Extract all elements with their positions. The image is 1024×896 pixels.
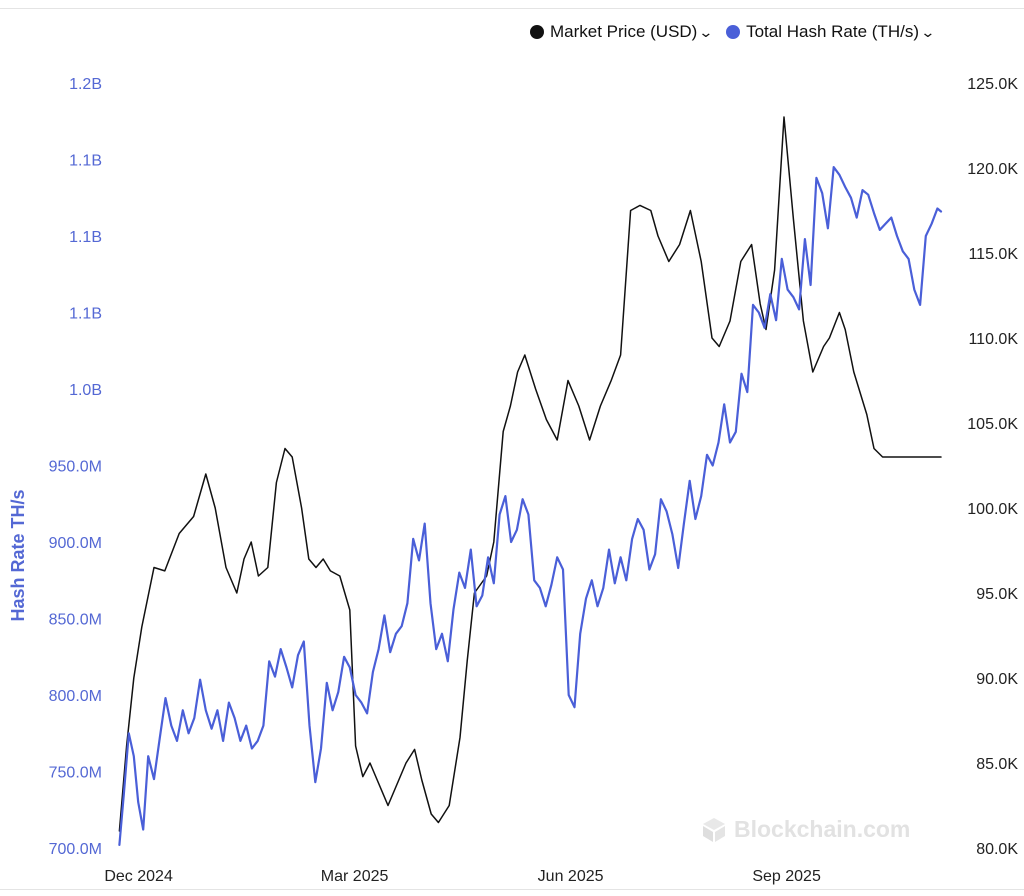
watermark: Blockchain.com — [702, 816, 910, 843]
left-axis-tick-label: 1.2B — [69, 76, 102, 93]
x-axis-tick-label: Mar 2025 — [321, 868, 389, 885]
right-axis-tick-label: 110.0K — [968, 331, 1018, 348]
left-axis-tick-label: 1.0B — [69, 382, 102, 399]
market-price-dot-icon — [530, 25, 544, 39]
left-axis-tick-label: 750.0M — [49, 765, 102, 782]
left-axis-tick-label: 1.1B — [69, 229, 102, 246]
right-axis-tick-label: 80.0K — [976, 841, 1018, 858]
market-price-line — [118, 116, 942, 832]
right-axis-tick-label: 120.0K — [967, 161, 1018, 178]
bottom-border — [0, 889, 1024, 890]
watermark-text: Blockchain.com — [734, 816, 911, 842]
left-axis-tick-label: 1.1B — [69, 153, 102, 170]
top-border — [0, 8, 1024, 9]
left-axis-tick-label: 850.0M — [49, 612, 102, 629]
x-axis-tick-label: Sep 2025 — [752, 868, 821, 885]
hash-rate-line — [118, 166, 943, 847]
chevron-down-icon: ⌄ — [698, 23, 714, 40]
right-axis-tick-label: 115.0K — [968, 246, 1018, 263]
x-axis-tick-label: Jun 2025 — [538, 868, 604, 885]
left-axis-tick-label: 1.1B — [69, 306, 102, 323]
left-axis-title: Hash Rate TH/s — [8, 489, 28, 621]
right-axis-tick-label: 95.0K — [976, 586, 1018, 603]
x-axis-tick-label: Dec 2024 — [104, 868, 173, 885]
left-axis-tick-label: 900.0M — [49, 535, 102, 552]
chevron-down-icon: ⌄ — [920, 23, 936, 40]
legend-item-market-price[interactable]: Market Price (USD) ⌄ — [530, 22, 714, 42]
right-axis-tick-label: 85.0K — [976, 756, 1018, 773]
blockchain-logo-icon — [703, 817, 725, 842]
legend: Market Price (USD) ⌄ Total Hash Rate (TH… — [530, 22, 936, 42]
left-axis-tick-label: 800.0M — [49, 688, 102, 705]
hash-rate-dot-icon — [726, 25, 741, 39]
right-axis-tick-label: 125.0K — [967, 76, 1018, 93]
right-axis-tick-label: 105.0K — [967, 416, 1018, 433]
legend-item-hash-rate[interactable]: Total Hash Rate (TH/s) ⌄ — [726, 22, 936, 42]
left-axis-tick-label: 950.0M — [49, 459, 102, 476]
left-axis-tick-label: 700.0M — [49, 841, 102, 858]
legend-label-market-price: Market Price (USD) — [550, 22, 698, 41]
right-axis-tick-label: 90.0K — [976, 671, 1018, 688]
right-axis-tick-label: 100.0K — [967, 501, 1018, 518]
legend-label-hash-rate: Total Hash Rate (TH/s) — [746, 22, 919, 41]
